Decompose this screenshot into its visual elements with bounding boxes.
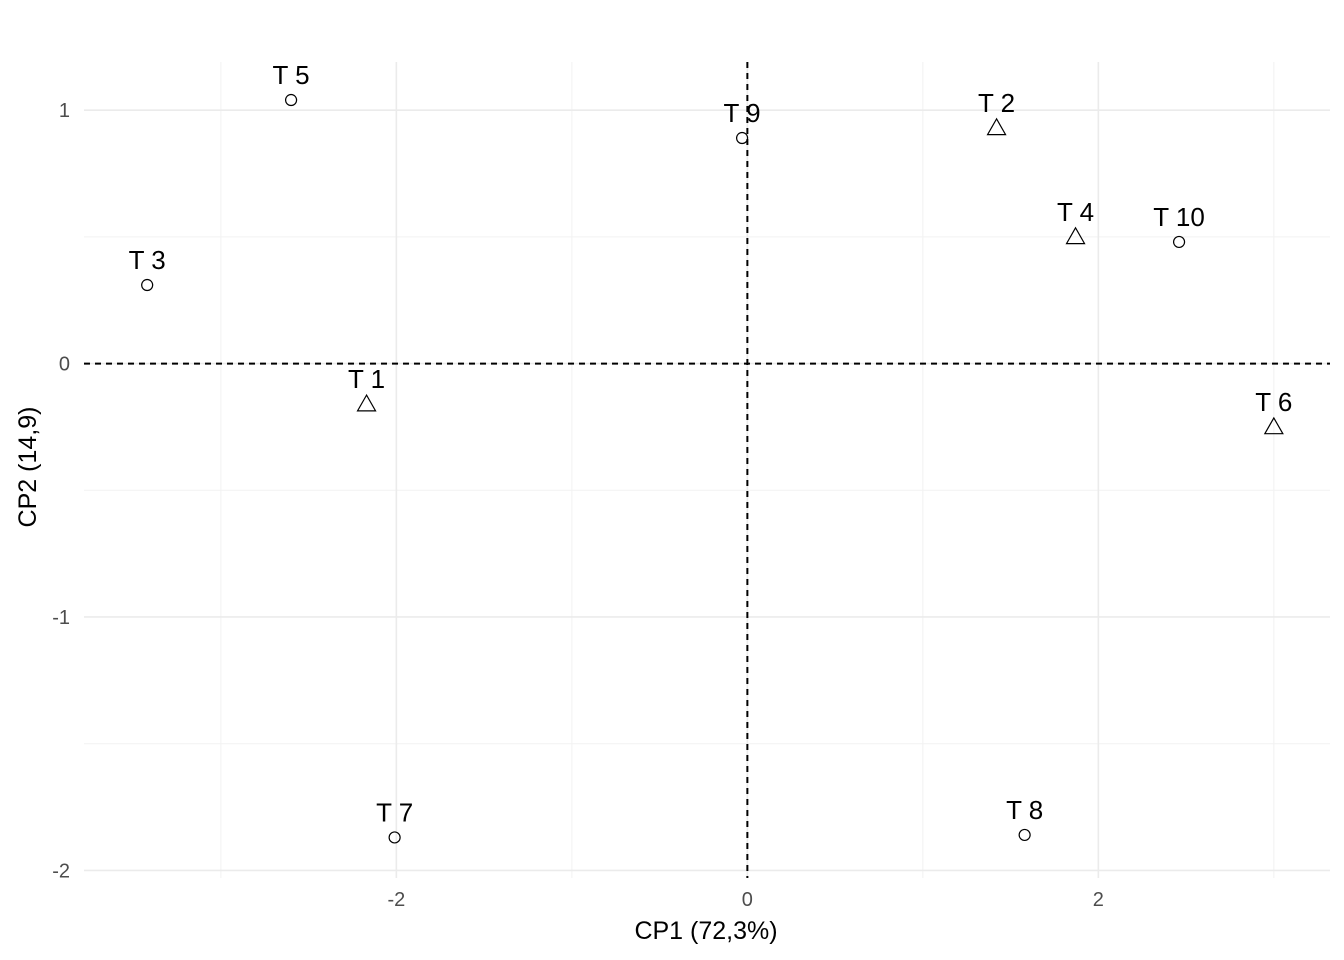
- point-label: T 4: [1057, 197, 1094, 227]
- point-label: T 5: [273, 60, 310, 90]
- point-labels: T 1 T 2 T 3 T 4 T 5 T 6 T 7 T 8 T 9 T 10: [129, 60, 1293, 827]
- x-tick-label: -2: [387, 889, 405, 911]
- y-axis-ticks: -2 -1 0 1: [52, 100, 70, 882]
- point-circle-marker: [1172, 235, 1186, 249]
- grid-minor: [84, 62, 1330, 878]
- point-label: T 2: [978, 88, 1015, 118]
- point-label: T 6: [1255, 387, 1292, 417]
- reference-lines: [84, 62, 1330, 878]
- point-circle-marker: [141, 278, 154, 292]
- data-points: [141, 93, 1284, 844]
- point-label: T 8: [1006, 795, 1043, 825]
- y-tick-label: -1: [52, 607, 70, 629]
- point-triangle-marker: [986, 117, 1007, 136]
- x-axis-title: CP1 (72,3%): [634, 917, 777, 945]
- point-label: T 1: [348, 364, 385, 394]
- x-tick-label: 0: [742, 889, 753, 911]
- x-tick-label: 2: [1093, 889, 1104, 911]
- point-triangle-marker: [356, 393, 377, 412]
- point-triangle-marker: [1065, 226, 1086, 245]
- y-axis-title: CP2 (14,9): [14, 407, 42, 528]
- y-tick-label: -2: [52, 860, 70, 882]
- point-circle-marker: [735, 131, 749, 145]
- x-axis-ticks: -2 0 2: [387, 889, 1103, 911]
- point-label: T 3: [129, 245, 166, 275]
- point-triangle-marker: [1263, 416, 1284, 435]
- y-tick-label: 1: [59, 100, 70, 122]
- grid-major: [84, 62, 1330, 878]
- y-tick-label: 0: [59, 354, 70, 376]
- point-circle-marker: [388, 831, 401, 844]
- point-label: T 10: [1153, 202, 1205, 232]
- point-circle-marker: [1018, 828, 1031, 842]
- point-label: T 9: [724, 98, 761, 128]
- point-label: T 7: [376, 797, 413, 827]
- point-circle-marker: [284, 93, 298, 107]
